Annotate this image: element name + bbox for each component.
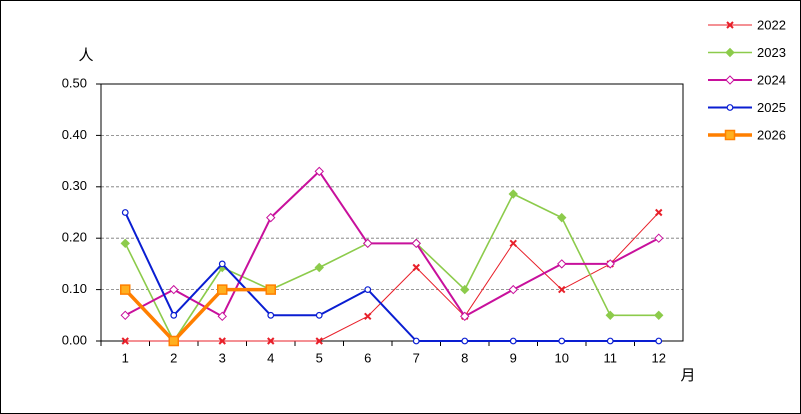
marker [314, 166, 324, 177]
legend-label: 2023 [757, 45, 786, 60]
y-tick-label: 0.50 [62, 75, 87, 90]
marker [267, 337, 275, 345]
series-line [124, 170, 660, 318]
marker [558, 337, 566, 345]
marker [265, 284, 276, 295]
marker [508, 189, 518, 199]
marker [121, 209, 129, 216]
plot-area [101, 84, 683, 341]
x-tick-label: 2 [170, 350, 177, 365]
x-tick-label: 4 [267, 350, 274, 365]
x-tick-label: 7 [413, 350, 420, 365]
marker [169, 284, 179, 295]
marker [654, 233, 664, 243]
marker [217, 284, 228, 295]
series-line [125, 212, 660, 342]
marker [605, 310, 615, 321]
y-tick-label: 0.10 [62, 281, 87, 296]
marker [315, 311, 323, 319]
marker [655, 208, 663, 217]
marker [120, 238, 130, 249]
marker [460, 311, 470, 322]
marker [509, 337, 517, 345]
y-tick-label: 0.30 [62, 178, 87, 193]
marker [314, 262, 324, 273]
y-tick-label: 0.20 [62, 230, 87, 245]
series-line [123, 287, 271, 343]
marker [266, 212, 276, 223]
marker [218, 337, 226, 345]
x-tick-label: 11 [604, 350, 618, 365]
marker [120, 284, 131, 295]
x-tick-label: 5 [316, 350, 323, 365]
marker [508, 284, 518, 295]
marker [267, 311, 275, 319]
legend-label: 2025 [757, 100, 786, 115]
marker [460, 284, 470, 295]
legend-label: 2024 [757, 72, 786, 87]
marker [315, 337, 323, 345]
x-tick-label: 1 [122, 350, 129, 365]
x-tick-label: 6 [364, 350, 371, 365]
marker [412, 337, 420, 345]
marker [726, 21, 734, 29]
marker [558, 285, 566, 294]
marker [725, 75, 735, 85]
x-tick-label: 12 [652, 350, 666, 365]
x-tick-label: 10 [555, 350, 569, 365]
marker [217, 311, 227, 322]
marker [120, 310, 130, 321]
marker [168, 335, 179, 347]
marker [655, 337, 663, 345]
marker [411, 238, 421, 249]
x-unit: 月 [680, 367, 695, 384]
marker [461, 337, 469, 345]
legend-label: 2026 [757, 127, 786, 142]
marker [412, 263, 420, 272]
y-tick-label: 0.00 [62, 332, 87, 347]
legend-label: 2022 [757, 17, 786, 32]
marker [606, 337, 614, 345]
marker [363, 238, 373, 249]
marker [605, 259, 615, 269]
marker [121, 337, 129, 345]
y-tick-label: 0.40 [62, 127, 87, 142]
series-line [124, 212, 659, 342]
x-tick-label: 8 [461, 350, 468, 365]
marker [170, 311, 178, 319]
marker [726, 104, 734, 111]
marker [218, 260, 226, 268]
x-tick-label: 3 [219, 350, 226, 365]
marker [364, 286, 372, 294]
marker [725, 47, 735, 58]
marker [364, 312, 372, 321]
x-tick-label: 9 [510, 350, 517, 365]
marker [654, 310, 664, 321]
marker [509, 239, 517, 248]
marker [724, 129, 736, 141]
marker [557, 259, 567, 269]
marker [557, 212, 567, 223]
y-unit: 人 [78, 47, 93, 64]
